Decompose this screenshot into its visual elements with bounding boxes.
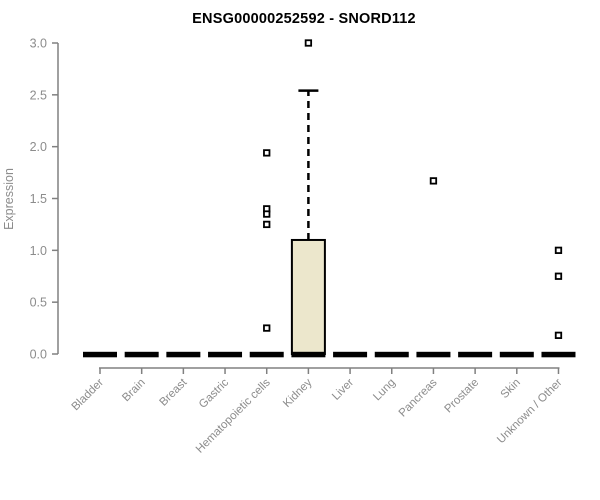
x-tick-label-gastric: Gastric: [197, 376, 231, 410]
x-tick-label-liver: Liver: [330, 377, 356, 403]
median-line-pancreas: [416, 351, 451, 358]
median-line-brain: [124, 351, 159, 358]
y-axis-title: Expression: [2, 168, 16, 230]
box-kidney: [290, 238, 326, 355]
x-tick-label-lung: Lung: [371, 377, 398, 404]
median-line-skin: [499, 351, 534, 358]
x-tick-label-hematopoietic-cells: Hematopoietic cells: [194, 376, 273, 455]
x-tick-label-pancreas: Pancreas: [397, 376, 440, 419]
chart-title: ENSG00000252592 - SNORD112: [192, 11, 416, 27]
median-line-lung: [374, 351, 409, 358]
outlier-point-kidney: [304, 39, 313, 47]
median-line-liver: [333, 351, 368, 358]
y-tick-label: 2.0: [30, 140, 47, 154]
outlier-point-hematopoietic-cells: [263, 149, 271, 157]
outlier-point-unknown-other: [554, 246, 563, 254]
median-line-unknown-other: [541, 351, 576, 358]
x-tick-label-bladder: Bladder: [70, 377, 107, 414]
x-tick-label-kidney: Kidney: [281, 376, 315, 410]
x-tick-label-skin: Skin: [499, 377, 523, 401]
y-tick-label: 2.5: [30, 88, 47, 102]
y-tick-label: 0.5: [30, 296, 47, 310]
y-tick-label: 1.0: [30, 244, 47, 258]
outlier-point-unknown-other: [554, 331, 563, 339]
outlier-point-hematopoietic-cells: [263, 220, 271, 229]
outlier-point-hematopoietic-cells: [263, 324, 271, 332]
median-line-hematopoietic-cells: [249, 351, 284, 358]
boxplot-marks-layer: [83, 39, 576, 358]
y-tick-label: 3.0: [30, 37, 47, 51]
median-line-gastric: [208, 351, 243, 358]
x-tick-label-prostate: Prostate: [442, 377, 481, 416]
y-tick-label: 1.5: [30, 192, 47, 206]
median-line-prostate: [458, 351, 493, 358]
median-line-kidney: [291, 351, 326, 358]
x-tick-label-breast: Breast: [157, 376, 190, 409]
outlier-point-hematopoietic-cells: [263, 210, 271, 218]
outlier-point-unknown-other: [554, 272, 563, 280]
median-line-bladder: [83, 351, 117, 358]
outlier-point-pancreas: [429, 177, 438, 185]
median-line-breast: [166, 351, 201, 358]
x-tick-label-brain: Brain: [120, 377, 147, 404]
y-tick-label: 0.0: [30, 348, 47, 362]
